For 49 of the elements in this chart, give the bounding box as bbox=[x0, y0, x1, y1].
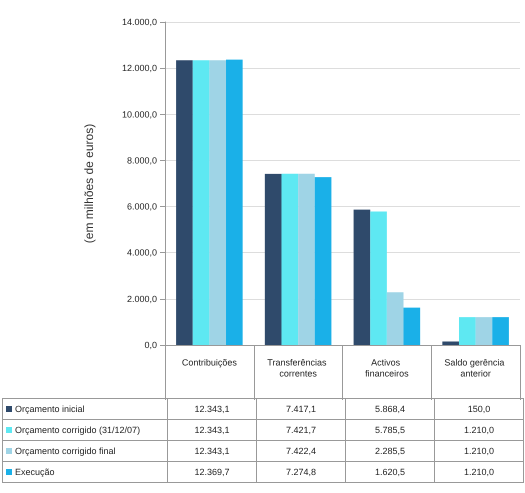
legend-label: Execução bbox=[2, 462, 168, 482]
legend-label: Orçamento inicial bbox=[2, 398, 168, 420]
y-axis-title: (em milhões de euros) bbox=[82, 124, 96, 244]
data-label: 7.274,8 bbox=[256, 462, 346, 482]
data-label: 7.421,7 bbox=[256, 420, 346, 440]
y-tick-label: 4.000,0 bbox=[126, 248, 157, 258]
data-label: 12.343,1 bbox=[168, 440, 256, 462]
bar bbox=[192, 60, 210, 345]
bar bbox=[176, 60, 193, 345]
data-label: 1.210,0 bbox=[434, 462, 524, 482]
y-tick-label: 14.000,0 bbox=[122, 17, 157, 27]
data-label: 7.417,1 bbox=[256, 398, 346, 420]
bar bbox=[458, 317, 476, 345]
bar bbox=[281, 174, 298, 345]
legend-label: Orçamento corrigido (31/12/07) bbox=[2, 420, 168, 440]
data-label: 1.210,0 bbox=[434, 420, 524, 440]
bar bbox=[404, 308, 420, 345]
data-label: 1.210,0 bbox=[434, 440, 524, 462]
data-label: 2.285,5 bbox=[346, 440, 434, 462]
legend-label: Orçamento corrigido final bbox=[2, 440, 168, 462]
bar bbox=[209, 60, 226, 345]
bar bbox=[442, 342, 459, 345]
x-tick-label: Saldo gerência anterior bbox=[444, 358, 507, 378]
bar bbox=[354, 210, 370, 345]
x-tick-label: Contribuições bbox=[182, 358, 238, 368]
x-tick-label: Activos financeiros bbox=[365, 358, 410, 378]
data-label: 5.785,5 bbox=[346, 420, 434, 440]
bar bbox=[264, 174, 282, 345]
bar bbox=[476, 317, 492, 345]
bar bbox=[226, 60, 243, 345]
bar bbox=[314, 177, 332, 345]
data-label: 12.369,7 bbox=[168, 462, 256, 482]
data-label: 1.620,5 bbox=[346, 462, 434, 482]
x-tick-label: Transferências correntes bbox=[267, 358, 329, 378]
y-tick-label: 10.000,0 bbox=[122, 109, 157, 120]
data-label: 12.343,1 bbox=[168, 420, 256, 440]
y-tick-label: 6.000,0 bbox=[126, 202, 157, 212]
bar bbox=[298, 174, 315, 345]
y-tick-label: 2.000,0 bbox=[126, 294, 157, 304]
data-label: 150,0 bbox=[434, 398, 524, 420]
data-label: 5.868,4 bbox=[346, 398, 434, 420]
y-tick-label: 12.000,0 bbox=[122, 63, 157, 74]
bar bbox=[370, 212, 387, 345]
data-label: 7.422,4 bbox=[256, 440, 346, 462]
y-tick-label: 8.000,0 bbox=[126, 155, 157, 166]
y-tick-label: 0,0 bbox=[144, 340, 157, 350]
bar bbox=[386, 292, 404, 345]
data-label: 12.343,1 bbox=[168, 398, 256, 420]
bar bbox=[492, 317, 509, 345]
